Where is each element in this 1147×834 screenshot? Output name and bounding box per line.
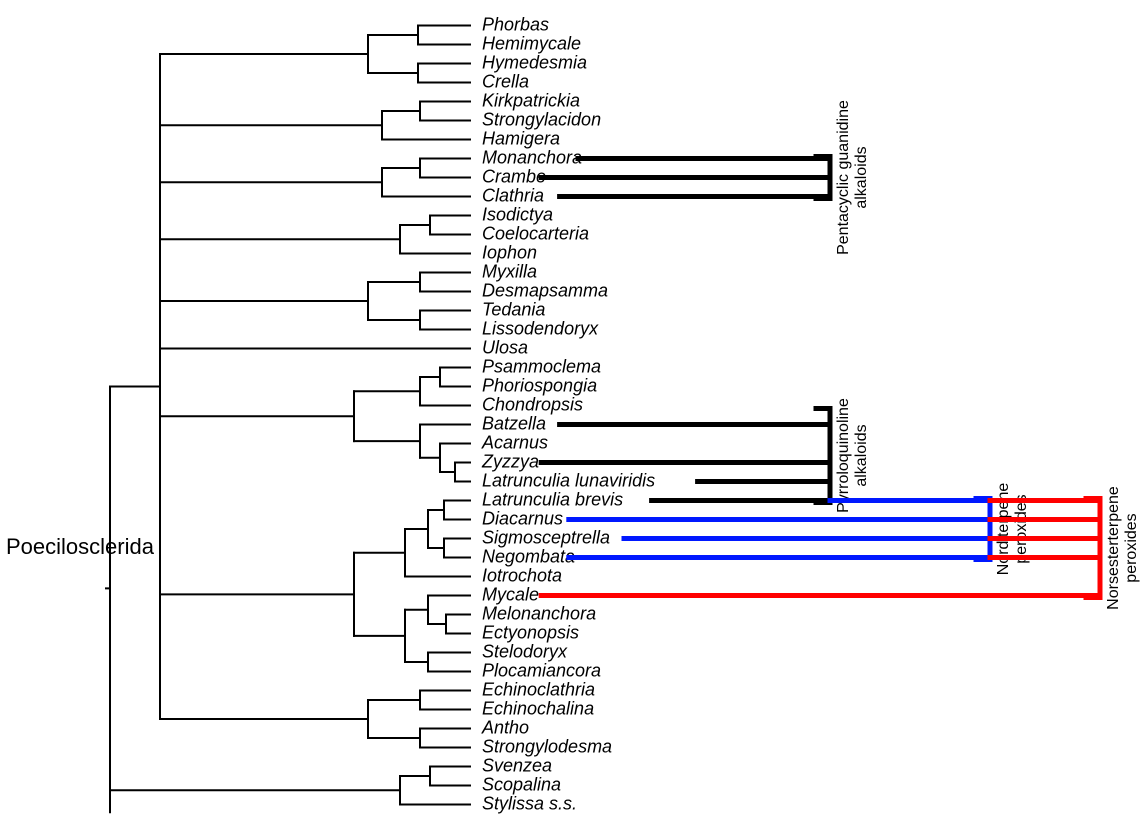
taxon-label: Crella <box>482 71 529 91</box>
taxon-label: Batzella <box>482 413 546 433</box>
taxon-label: Phoriospongia <box>482 375 597 395</box>
taxon-label: Sigmosceptrella <box>482 527 610 547</box>
taxon-label: Acarnus <box>481 432 548 452</box>
bracket-label: alkaloids <box>853 424 870 486</box>
bracket-label: peroxides <box>1123 513 1140 582</box>
taxon-label: Clathria <box>482 185 544 205</box>
taxon-label: Lissodendoryx <box>482 318 599 338</box>
taxon-label: Stelodoryx <box>482 641 568 661</box>
taxon-label: Hamigera <box>482 128 560 148</box>
taxon-label: Crambe <box>482 166 546 186</box>
taxon-label: Strongylacidon <box>482 109 601 129</box>
taxon-label: Kirkpatrickia <box>482 90 580 110</box>
taxon-label: Echinoclathria <box>482 679 595 699</box>
root-label: Poecilosclerida <box>6 534 155 559</box>
bracket-label: Norsesterterpene <box>1105 486 1122 610</box>
taxon-label: Iophon <box>482 242 537 262</box>
taxon-label: Psammoclema <box>482 356 601 376</box>
taxon-label: Coelocarteria <box>482 223 589 243</box>
taxon-label: Stylissa s.s. <box>482 793 577 813</box>
taxon-label: Chondropsis <box>482 394 583 414</box>
taxon-label: Hemimycale <box>482 33 581 53</box>
bracket-label: alkaloids <box>853 146 870 208</box>
taxon-label: Ulosa <box>482 337 528 357</box>
taxon-label: Negombata <box>482 546 575 566</box>
taxon-label: Myxilla <box>482 261 537 281</box>
taxon-label: Latrunculia brevis <box>482 489 623 509</box>
taxon-label: Isodictya <box>482 204 553 224</box>
taxon-label: Diacarnus <box>482 508 563 528</box>
taxon-label: Strongylodesma <box>482 736 612 756</box>
taxon-label: Zyzzya <box>481 451 539 471</box>
taxon-label: Tedania <box>482 299 545 319</box>
taxon-label: Iotrochota <box>482 565 562 585</box>
bracket-label: peroxides <box>1013 494 1030 563</box>
bracket-label: Pyrroloquinoline <box>835 398 852 513</box>
taxon-label: Latrunculia lunaviridis <box>482 470 655 490</box>
bracket-label: Pentacyclic guanidine <box>835 100 852 255</box>
taxon-label: Svenzea <box>482 755 552 775</box>
bracket-label: Norditerpene <box>995 483 1012 576</box>
taxon-label: Antho <box>481 717 529 737</box>
taxon-label: Scopalina <box>482 774 561 794</box>
taxon-label: Phorbas <box>482 14 549 34</box>
taxon-label: Ectyonopsis <box>482 622 579 642</box>
taxon-label: Melonanchora <box>482 603 596 623</box>
taxon-label: Mycale <box>482 584 539 604</box>
taxon-label: Hymedesmia <box>482 52 587 72</box>
taxon-label: Desmapsamma <box>482 280 608 300</box>
taxon-label: Echinochalina <box>482 698 594 718</box>
taxon-label: Plocamiancora <box>482 660 601 680</box>
phylogenetic-tree: Poecilosclerida PhorbasHemimycaleHymedesm… <box>0 0 1147 834</box>
taxon-label: Monanchora <box>482 147 582 167</box>
